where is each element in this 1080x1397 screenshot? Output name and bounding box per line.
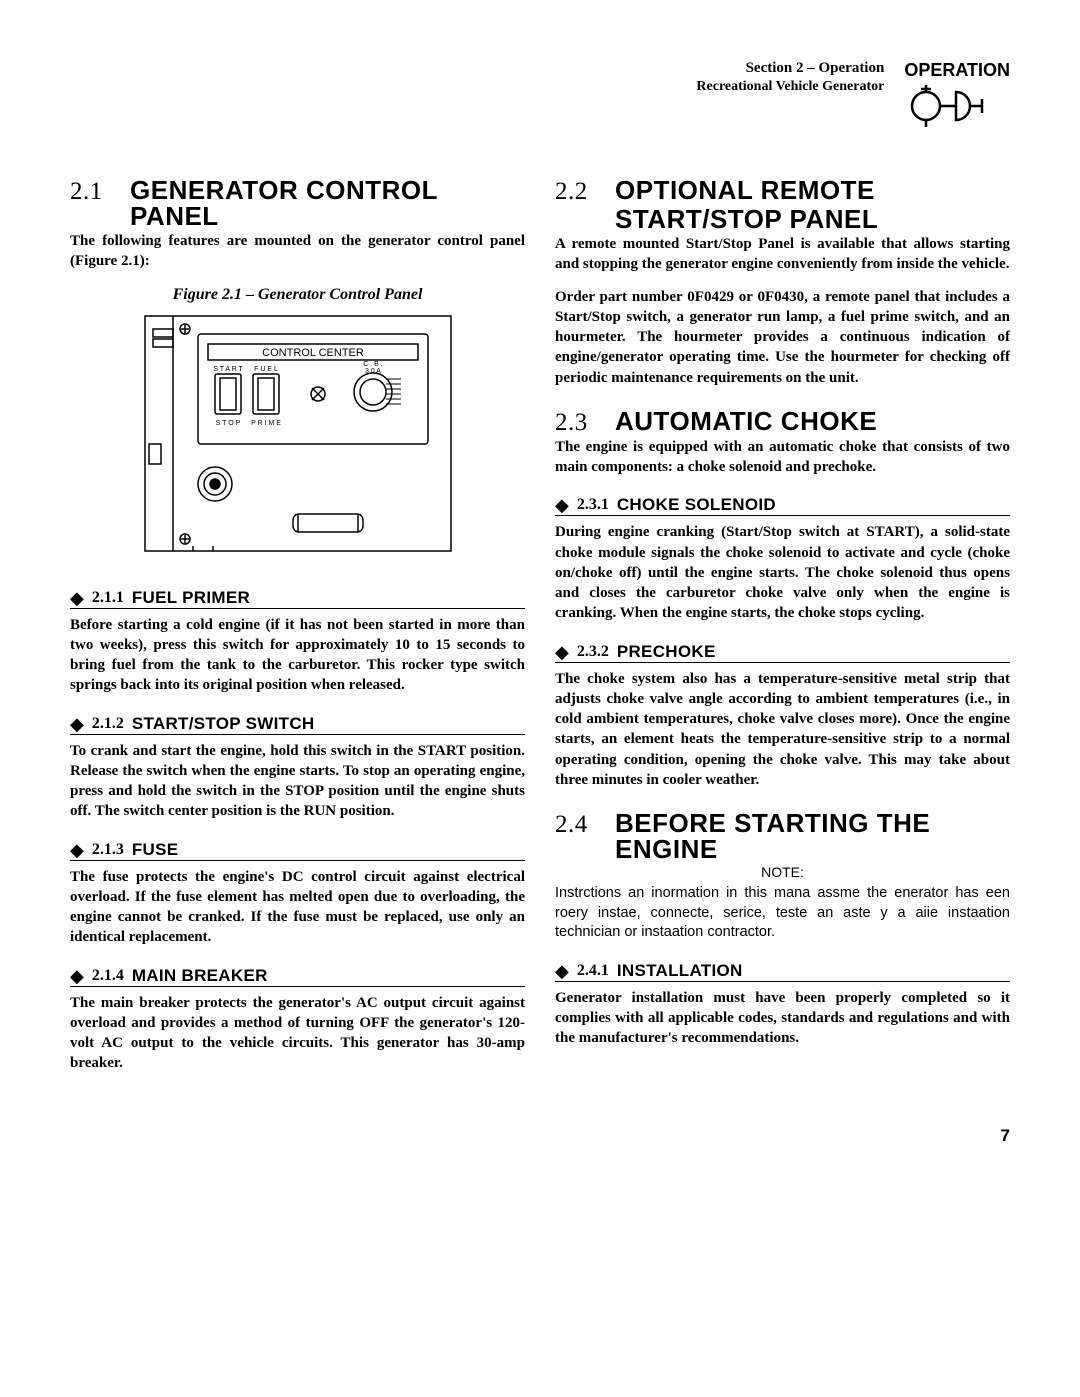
svg-text:C . B .: C . B .: [363, 361, 383, 368]
subheading-title: MAIN BREAKER: [132, 966, 268, 986]
svg-text:3 0 A: 3 0 A: [365, 368, 381, 375]
subheading-num: 2.1.2: [92, 715, 124, 733]
subheading-num: 2.4.1: [577, 962, 609, 980]
heading-2.1.4: ◆ 2.1.4 MAIN BREAKER: [70, 966, 525, 987]
heading-2.1: 2.1 GENERATOR CONTROL PANEL: [70, 177, 525, 229]
heading-2.2-line2: START/STOP PANEL: [555, 206, 1010, 232]
diamond-icon: ◆: [555, 643, 569, 661]
para-2.3.2: The choke system also has a temperature-…: [555, 669, 1010, 791]
heading-num: 2.3: [555, 410, 597, 435]
subheading-title: CHOKE SOLENOID: [617, 495, 776, 515]
page-header: Section 2 – Operation Recreational Vehic…: [70, 60, 1010, 127]
note-label: NOTE:: [555, 864, 1010, 880]
page-number: 7: [70, 1126, 1010, 1146]
para-2.1.4: The main breaker protects the generator'…: [70, 993, 525, 1074]
subheading-title: PRECHOKE: [617, 642, 716, 662]
heading-title: AUTOMATIC CHOKE: [615, 408, 877, 434]
diamond-icon: ◆: [70, 841, 84, 859]
heading-2.4.1: ◆ 2.4.1 INSTALLATION: [555, 961, 1010, 982]
subheading-num: 2.3.2: [577, 643, 609, 661]
svg-text:S T A R T: S T A R T: [213, 366, 243, 373]
heading-num: 2.4: [555, 812, 597, 837]
operation-badge: OPERATION: [904, 60, 1010, 127]
heading-title: GENERATOR CONTROL PANEL: [130, 177, 525, 229]
heading-2.1.1: ◆ 2.1.1 FUEL PRIMER: [70, 588, 525, 609]
heading-2.4: 2.4 BEFORE STARTING THE ENGINE: [555, 810, 1010, 862]
operation-icon: [904, 85, 1010, 127]
diamond-icon: ◆: [555, 496, 569, 514]
para-2.1-intro: The following features are mounted on th…: [70, 231, 525, 272]
heading-title-line2: START/STOP PANEL: [615, 206, 878, 232]
heading-2.3: 2.3 AUTOMATIC CHOKE: [555, 408, 1010, 435]
diamond-icon: ◆: [70, 589, 84, 607]
subheading-title: START/STOP SWITCH: [132, 714, 315, 734]
section-sublabel: Recreational Vehicle Generator: [696, 79, 884, 95]
header-text: Section 2 – Operation Recreational Vehic…: [696, 60, 884, 95]
subheading-title: FUSE: [132, 840, 179, 860]
svg-text:P R I M E: P R I M E: [251, 420, 281, 427]
figure-2.1: CONTROL CENTER S T A R T F U E L S T O P…: [143, 314, 453, 564]
subheading-title: FUEL PRIMER: [132, 588, 250, 608]
heading-2.3.2: ◆ 2.3.2 PRECHOKE: [555, 642, 1010, 663]
svg-text:CONTROL CENTER: CONTROL CENTER: [262, 347, 364, 359]
figure-caption: Figure 2.1 – Generator Control Panel: [70, 286, 525, 304]
right-column: 2.2 OPTIONAL REMOTE START/STOP PANEL A r…: [555, 177, 1010, 1086]
para-2.1.3: The fuse protects the engine's DC contro…: [70, 867, 525, 948]
subheading-num: 2.1.4: [92, 967, 124, 985]
subheading-num: 2.1.1: [92, 589, 124, 607]
subheading-num: 2.3.1: [577, 496, 609, 514]
section-label: Section 2 – Operation: [696, 60, 884, 77]
note-text: Instrctions an inormation in this mana a…: [555, 884, 1010, 943]
diamond-icon: ◆: [555, 962, 569, 980]
subheading-title: INSTALLATION: [617, 961, 743, 981]
heading-title: BEFORE STARTING THE ENGINE: [615, 810, 1010, 862]
para-2.2-2: Order part number 0F0429 or 0F0430, a re…: [555, 287, 1010, 388]
operation-label: OPERATION: [904, 60, 1010, 81]
svg-text:S T O P: S T O P: [215, 420, 240, 427]
heading-num: 2.2: [555, 179, 597, 204]
svg-text:F U E L: F U E L: [254, 366, 278, 373]
para-2.1.2: To crank and start the engine, hold this…: [70, 741, 525, 822]
heading-2.1.3: ◆ 2.1.3 FUSE: [70, 840, 525, 861]
para-2.2-1: A remote mounted Start/Stop Panel is ava…: [555, 234, 1010, 275]
page-columns: 2.1 GENERATOR CONTROL PANEL The followin…: [70, 177, 1010, 1086]
heading-2.1.2: ◆ 2.1.2 START/STOP SWITCH: [70, 714, 525, 735]
heading-num: 2.1: [70, 179, 112, 204]
subheading-num: 2.1.3: [92, 841, 124, 859]
para-2.4.1: Generator installation must have been pr…: [555, 988, 1010, 1049]
heading-2.3.1: ◆ 2.3.1 CHOKE SOLENOID: [555, 495, 1010, 516]
left-column: 2.1 GENERATOR CONTROL PANEL The followin…: [70, 177, 525, 1086]
diamond-icon: ◆: [70, 967, 84, 985]
diamond-icon: ◆: [70, 715, 84, 733]
para-2.1.1: Before starting a cold engine (if it has…: [70, 615, 525, 696]
heading-2.2: 2.2 OPTIONAL REMOTE: [555, 177, 1010, 204]
heading-title: OPTIONAL REMOTE: [615, 177, 875, 203]
para-2.3.1: During engine cranking (Start/Stop switc…: [555, 522, 1010, 623]
para-2.3: The engine is equipped with an automatic…: [555, 437, 1010, 478]
